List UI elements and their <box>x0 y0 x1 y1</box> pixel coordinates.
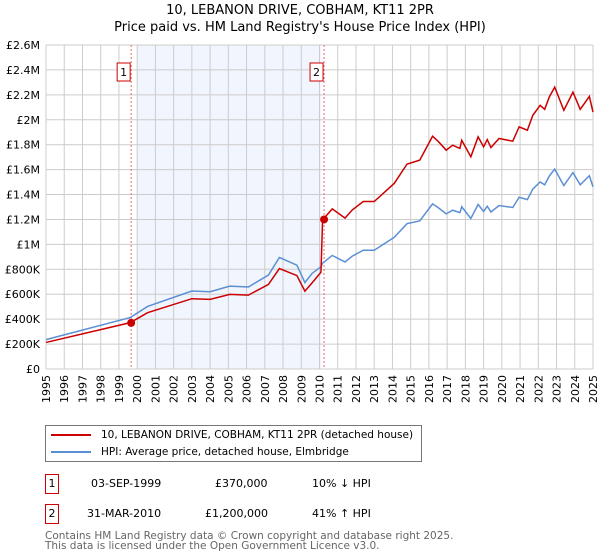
footer-copyright: Contains HM Land Registry data © Crown c… <box>45 530 454 542</box>
x-tick-label: 2012 <box>350 375 363 403</box>
sale-point <box>127 318 136 327</box>
sale-hpi: 41% ↑ HPI <box>312 507 371 520</box>
x-tick-label: 2002 <box>168 375 181 403</box>
sale-price: £370,000 <box>215 477 268 490</box>
y-tick-label: £400K <box>5 313 41 326</box>
footer: Contains HM Land Registry data © Crown c… <box>45 530 454 552</box>
x-tick-label: 1997 <box>76 375 89 403</box>
x-tick-label: 2011 <box>332 375 345 403</box>
sale-row-1: 1 03-SEP-1999 £370,000 10% ↓ HPI <box>45 474 445 494</box>
y-tick-label: £1.4M <box>6 189 40 202</box>
x-tick-label: 2021 <box>514 375 527 403</box>
x-tick-label: 2010 <box>314 375 327 403</box>
y-tick-label: £1M <box>17 238 41 251</box>
sale-row-2: 2 31-MAR-2010 £1,200,000 41% ↑ HPI <box>45 504 445 524</box>
y-tick-label: £2.2M <box>6 89 40 102</box>
y-tick-label: £2.6M <box>6 39 40 52</box>
price-chart: 1995 1996 1997 1998 1999 2000 2001 2002 2003 2004… <box>5 39 600 403</box>
sale-date: 31-MAR-2010 <box>87 507 162 520</box>
y-tick-label: £2M <box>17 114 41 127</box>
sale-badge: 1 <box>45 474 59 494</box>
sale-price: £1,200,000 <box>205 507 268 520</box>
x-tick-label: 2018 <box>459 375 472 403</box>
sale-hpi: 10% ↓ HPI <box>312 477 371 490</box>
x-tick-label: 2014 <box>386 375 399 403</box>
x-tick-label: 2007 <box>259 375 272 403</box>
chart-title: 10, LEBANON DRIVE, COBHAM, KT11 2PR <box>166 3 434 18</box>
x-tick-label: 2008 <box>277 375 290 403</box>
sale-badge: 2 <box>45 504 59 524</box>
sale-marker-box <box>116 62 131 82</box>
y-tick-label: £2.4M <box>6 64 40 77</box>
sale-marker-label: 2 <box>313 66 320 79</box>
x-tick-label: 1998 <box>95 375 108 403</box>
y-tick-label: £1.8M <box>6 139 40 152</box>
legend-item-hpi: HPI: Average price, detached house, Elmb… <box>51 444 349 460</box>
sale-marker-label: 1 <box>120 66 127 79</box>
x-tick-label: 2006 <box>241 375 254 403</box>
legend-item-property: 10, LEBANON DRIVE, COBHAM, KT11 2PR (det… <box>51 427 413 443</box>
y-tick-label: £600K <box>5 288 41 301</box>
footer-licence: This data is licensed under the Open Gov… <box>45 540 380 552</box>
x-tick-label: 1995 <box>40 375 53 403</box>
series-line <box>45 85 594 344</box>
legend-label: 10, LEBANON DRIVE, COBHAM, KT11 2PR (det… <box>101 429 414 441</box>
legend-label: HPI: Average price, detached house, Elmb… <box>101 446 349 458</box>
shaded-period <box>137 45 322 369</box>
chart-subtitle: Price paid vs. HM Land Registry's House … <box>114 20 486 35</box>
x-tick-label: 2005 <box>222 375 235 403</box>
x-tick-label: 2009 <box>295 375 308 403</box>
y-tick-label: £1.6M <box>6 164 40 177</box>
series-line <box>45 167 594 341</box>
x-tick-label: 2004 <box>204 375 217 403</box>
sale-point <box>320 215 329 224</box>
x-tick-label: 2025 <box>587 375 600 403</box>
x-tick-label: 2020 <box>496 375 509 403</box>
x-tick-label: 1999 <box>113 375 126 403</box>
legend: 10, LEBANON DRIVE, COBHAM, KT11 2PR (det… <box>45 425 422 462</box>
sale-date: 03-SEP-1999 <box>91 477 162 490</box>
x-tick-label: 2001 <box>149 375 162 403</box>
x-tick-label: 2003 <box>186 375 199 403</box>
x-tick-label: 2024 <box>569 375 582 403</box>
y-tick-label: £1.2M <box>6 213 40 226</box>
x-tick-label: 2019 <box>478 375 491 403</box>
x-tick-label: 1996 <box>58 375 71 403</box>
x-tick-label: 2017 <box>441 375 454 403</box>
x-tick-label: 2015 <box>405 375 418 403</box>
sale-marker-box <box>309 62 324 82</box>
y-tick-label: £200K <box>5 338 41 351</box>
x-tick-label: 2013 <box>368 375 381 403</box>
x-tick-label: 2022 <box>532 375 545 403</box>
legend-swatch-blue <box>51 451 91 453</box>
x-tick-label: 2016 <box>423 375 436 403</box>
y-tick-label: £800K <box>5 263 41 276</box>
x-tick-label: 2000 <box>131 375 144 403</box>
y-tick-label: £0 <box>26 363 40 376</box>
x-tick-label: 2023 <box>551 375 564 403</box>
legend-swatch-red <box>51 434 91 436</box>
